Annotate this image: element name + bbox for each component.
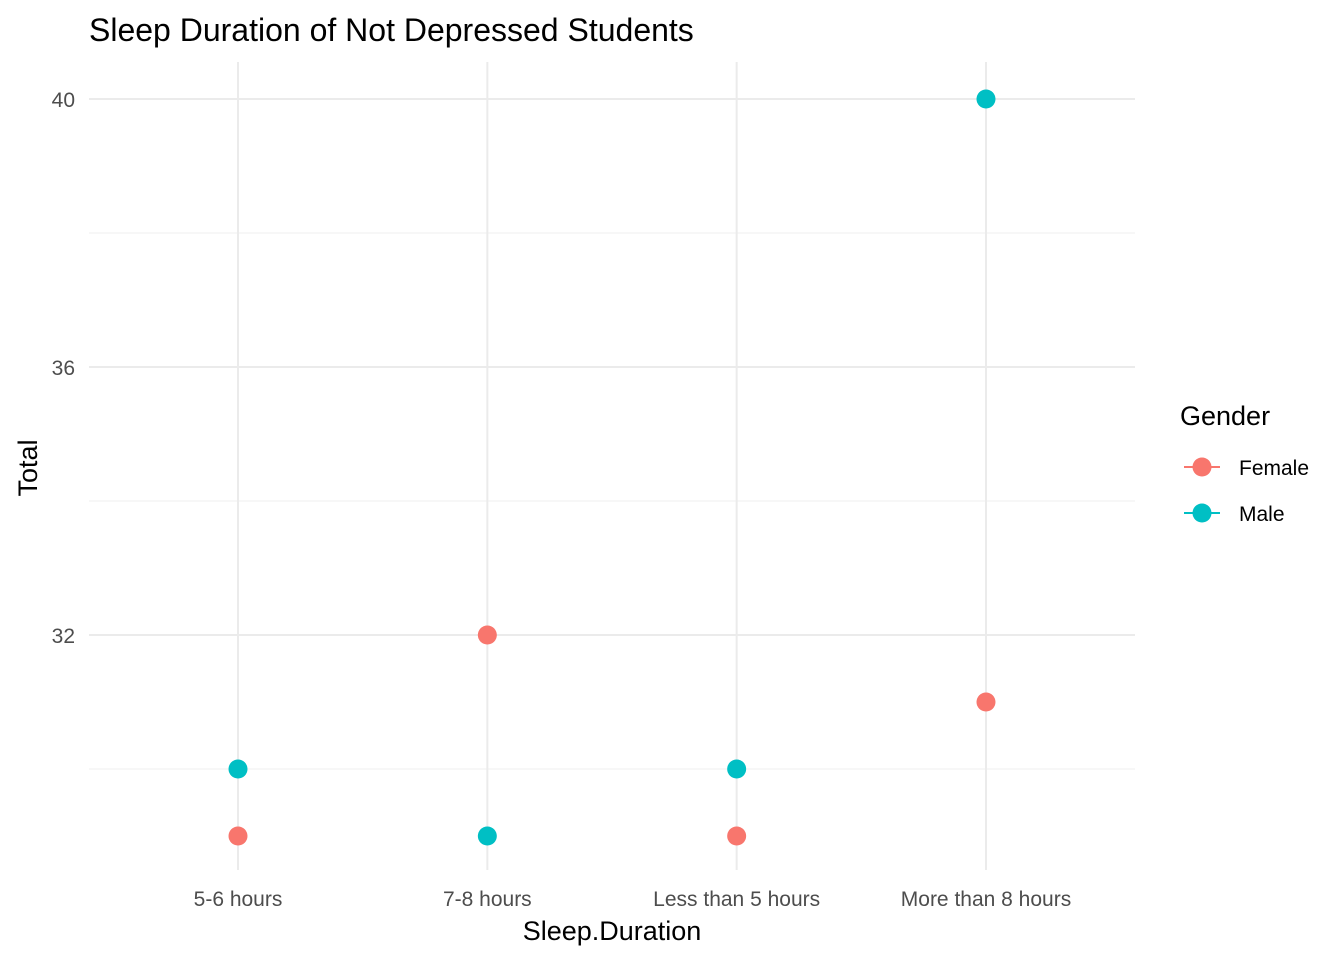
legend: Gender Female Male: [1180, 401, 1309, 526]
x-tick-label: More than 8 hours: [901, 888, 1071, 911]
y-tick-label: 36: [52, 357, 75, 380]
data-point-male: [477, 826, 497, 846]
legend-label: Female: [1239, 457, 1309, 480]
grid: [89, 62, 1135, 870]
x-tick-label: Less than 5 hours: [653, 888, 820, 911]
y-tick-label: 40: [52, 89, 75, 112]
x-tick-labels: 5-6 hours 7-8 hours Less than 5 hours More …: [194, 888, 1072, 911]
data-point-female: [477, 625, 497, 645]
data-point-female: [976, 692, 996, 712]
chart-title: Sleep Duration of Not Depressed Students: [89, 12, 694, 48]
data-point-male: [727, 759, 747, 779]
y-axis-title: Total: [13, 439, 43, 496]
legend-title: Gender: [1180, 401, 1270, 431]
y-tick-label: 32: [52, 625, 75, 648]
x-axis-title: Sleep.Duration: [523, 916, 702, 946]
x-tick-label: 5-6 hours: [194, 888, 283, 911]
data-points: [228, 89, 996, 846]
data-point-female: [727, 826, 747, 846]
y-tick-labels: 32 36 40: [52, 89, 75, 648]
legend-key-point: [1192, 503, 1212, 523]
x-tick-label: 7-8 hours: [443, 888, 532, 911]
legend-label: Male: [1239, 503, 1285, 526]
data-point-male: [976, 89, 996, 109]
data-point-male: [228, 759, 248, 779]
data-point-female: [228, 826, 248, 846]
legend-key-point: [1192, 457, 1212, 477]
